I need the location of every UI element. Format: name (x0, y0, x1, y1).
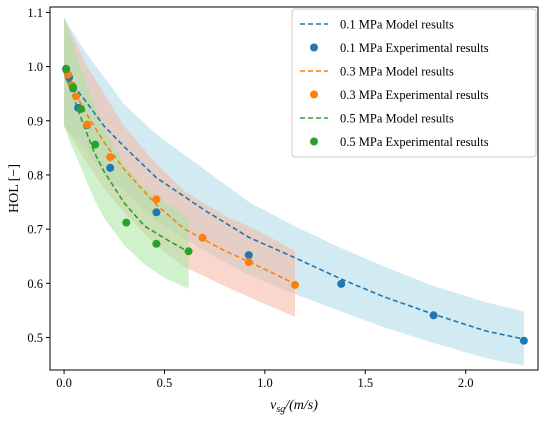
x-tick-label: 0.5 (157, 376, 173, 390)
legend-label: 0.1 MPa Experimental results (340, 41, 489, 55)
x-axis-ticks: 0.0 0.5 1.0 1.5 2.0 (56, 370, 474, 390)
data-point-2-5 (152, 239, 161, 248)
uncertainty-band-0 (64, 17, 524, 366)
legend-label: 0.3 MPa Experimental results (340, 88, 489, 102)
legend-label: 0.5 MPa Experimental results (340, 135, 489, 149)
model-line-1 (63, 71, 296, 285)
legend-label: 0.1 MPa Model results (340, 18, 454, 32)
data-point-0-10 (519, 336, 528, 345)
legend-box (291, 8, 537, 158)
y-tick-label: 0.8 (27, 168, 43, 182)
legend-swatch-marker (310, 90, 318, 99)
data-point-2-0 (62, 65, 71, 74)
data-point-1-2 (72, 92, 81, 101)
data-point-0-9 (429, 311, 438, 320)
uncertainty-band-2 (64, 17, 189, 289)
x-tick-label: 0.0 (56, 376, 72, 390)
data-point-2-6 (184, 247, 193, 256)
data-point-1-4 (106, 153, 115, 162)
data-point-0-6 (152, 208, 161, 217)
x-tick-label: 1.5 (357, 376, 373, 390)
uncertainty-bands (64, 17, 524, 366)
data-point-1-6 (198, 233, 207, 242)
plot-frame (49, 6, 539, 371)
data-point-1-8 (291, 280, 299, 289)
y-tick-label: 1.0 (27, 60, 43, 74)
model-line-0 (63, 71, 525, 340)
x-axis-title: vsg/(m/s) (270, 398, 318, 415)
y-axis-title: HOL [−] (7, 164, 22, 213)
data-point-0-7 (244, 251, 253, 260)
x-tick-label: 2.0 (458, 376, 474, 390)
legend: 0.1 MPa Model results 0.1 MPa Experimenta… (291, 8, 537, 158)
legend-label: 0.5 MPa Model results (340, 112, 454, 126)
x-tick-label: 1.0 (257, 376, 273, 390)
experimental-points (62, 64, 528, 345)
data-point-1-7 (244, 258, 253, 267)
data-point-2-1 (69, 83, 78, 92)
data-point-0-8 (337, 279, 346, 288)
legend-swatch-marker (310, 137, 318, 146)
legend-label: 0.3 MPa Model results (340, 65, 454, 79)
data-point-1-3 (83, 120, 92, 129)
y-tick-label: 0.6 (27, 277, 43, 291)
y-axis-ticks: 0.5 0.6 0.7 0.8 0.9 1.0 1.1 (27, 6, 50, 345)
uncertainty-band-1 (64, 17, 295, 317)
y-tick-label: 0.7 (27, 223, 43, 237)
y-tick-label: 0.5 (27, 331, 43, 345)
data-point-2-4 (122, 218, 131, 227)
data-point-1-5 (152, 195, 161, 204)
data-point-0-5 (106, 163, 115, 172)
legend-swatch-marker (310, 43, 318, 52)
data-point-2-3 (91, 140, 100, 149)
y-tick-label: 0.9 (27, 114, 43, 128)
y-tick-label: 1.1 (27, 6, 43, 20)
data-point-2-2 (77, 104, 86, 113)
